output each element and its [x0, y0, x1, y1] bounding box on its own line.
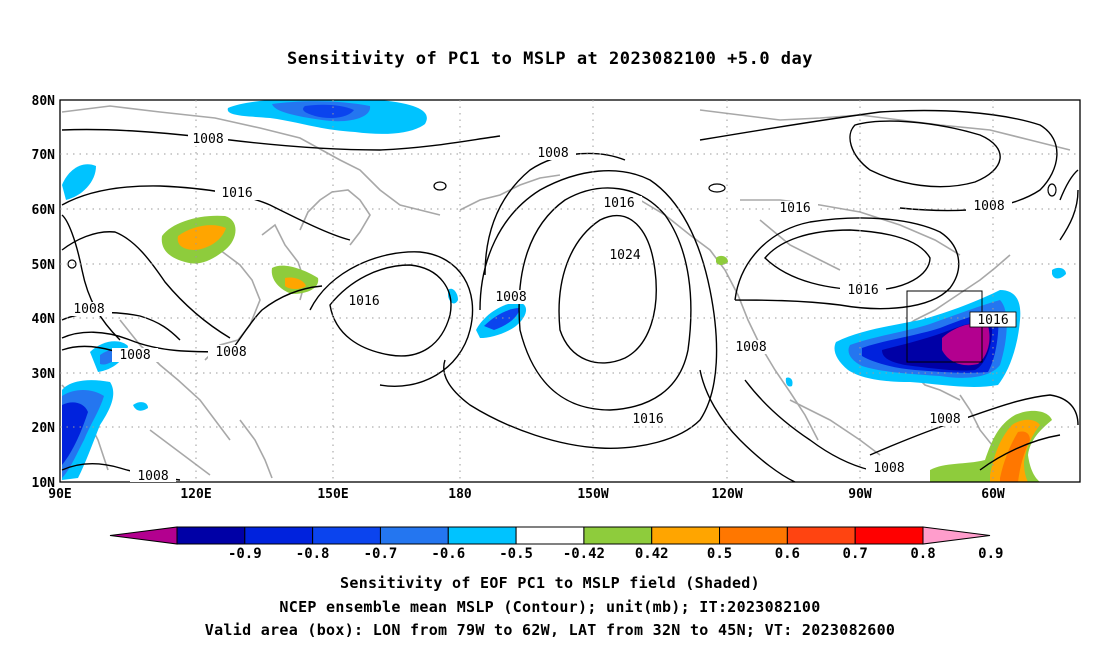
- contour-label: 1008: [73, 302, 104, 317]
- colorbar-swatch: [244, 526, 314, 545]
- mslp-contours: [61, 109, 1079, 482]
- colorbar-swatch: [651, 526, 721, 545]
- map-title: Sensitivity of PC1 to MSLP at 2023082100…: [286, 49, 813, 69]
- lon-label: 120E: [180, 487, 211, 502]
- lon-label: 180: [448, 487, 472, 502]
- contour-label: 1016: [603, 196, 634, 211]
- colorbar-swatch: [719, 526, 788, 545]
- colorbar-swatch: [312, 526, 381, 545]
- lon-label: 90E: [48, 487, 71, 502]
- colorbar-swatch: [515, 526, 585, 545]
- lat-label: 70N: [32, 148, 56, 163]
- contour-label: 1008: [973, 199, 1004, 214]
- contour-label: 1024: [609, 248, 640, 263]
- contour-label: 1008: [119, 348, 150, 363]
- colorbar-label: 0.42: [635, 546, 669, 562]
- gridlines: [60, 100, 1080, 482]
- lat-label: 30N: [32, 367, 56, 382]
- colorbar-min-arrow: [109, 526, 178, 545]
- lon-label: 60W: [981, 487, 1005, 502]
- colorbar-label: 0.8: [910, 546, 935, 562]
- sensitivity-shading: [62, 100, 1066, 482]
- contour-label-boxed: 1016: [977, 313, 1008, 328]
- colorbar-label: 0.7: [843, 546, 868, 562]
- lat-label: 80N: [32, 94, 56, 109]
- colorbar-label: -0.5: [499, 546, 533, 562]
- colorbar-label: -0.8: [296, 546, 330, 562]
- colorbar-label: -0.7: [364, 546, 398, 562]
- contour-label: 1016: [221, 186, 252, 201]
- contour-label: 1016: [632, 412, 663, 427]
- contour-label: 1008: [215, 345, 246, 360]
- colorbar-swatch: [379, 526, 449, 545]
- colorbar-label: 0.6: [775, 546, 800, 562]
- caption-line-2: NCEP ensemble mean MSLP (Contour); unit(…: [279, 598, 821, 616]
- plot-frame: [59, 99, 1081, 483]
- lon-label: 150W: [577, 487, 608, 502]
- lon-label: 120W: [711, 487, 742, 502]
- lat-labels: 80N 70N 60N 50N 40N 30N 20N 10N: [32, 94, 56, 491]
- contour-label: 1008: [537, 146, 568, 161]
- lon-label: 90W: [848, 487, 872, 502]
- colorbar-swatch: [176, 526, 246, 545]
- colorbar-label: 0.5: [707, 546, 732, 562]
- colorbar-label: -0.42: [563, 546, 605, 562]
- contour-label: 1008: [735, 340, 766, 355]
- contour-label: 1016: [779, 201, 810, 216]
- colorbar-label: 0.9: [978, 546, 1003, 562]
- colorbar-max-arrow: [922, 526, 991, 545]
- contour-label: 1016: [348, 294, 379, 309]
- lat-label: 40N: [32, 312, 56, 327]
- contour-label: 1016: [847, 283, 878, 298]
- contour-labels: 1008 1016 1008 1016 1016 1024 1008 1016 …: [66, 132, 1017, 484]
- colorbar-label: -0.9: [228, 546, 262, 562]
- contour-label: 1008: [873, 461, 904, 476]
- caption-line-3: Valid area (box): LON from 79W to 62W, L…: [204, 621, 896, 639]
- lat-label: 60N: [32, 203, 56, 218]
- contour-label: 1008: [495, 290, 526, 305]
- lon-label: 150E: [317, 487, 348, 502]
- lat-label: 10N: [32, 476, 56, 491]
- contour-label: 1008: [192, 132, 223, 147]
- colorbar-swatch: [583, 526, 653, 545]
- lat-label: 50N: [32, 258, 56, 273]
- colorbar-swatch: [854, 526, 924, 545]
- caption-line-1: Sensitivity of EOF PC1 to MSLP field (Sh…: [340, 574, 760, 592]
- colorbar: -0.9 -0.8 -0.7 -0.6 -0.5 -0.42 0.42 0.5 0.6 0.7 0.…: [109, 526, 1003, 562]
- lat-label: 20N: [32, 421, 56, 436]
- colorbar-label: -0.6: [431, 546, 465, 562]
- contour-label: 1008: [137, 469, 168, 484]
- colorbar-swatch: [447, 526, 517, 545]
- lon-labels: 90E 120E 150E 180 150W 120W 90W 60W: [48, 487, 1005, 502]
- contour-label: 1008: [929, 412, 960, 427]
- colorbar-swatch: [786, 526, 856, 545]
